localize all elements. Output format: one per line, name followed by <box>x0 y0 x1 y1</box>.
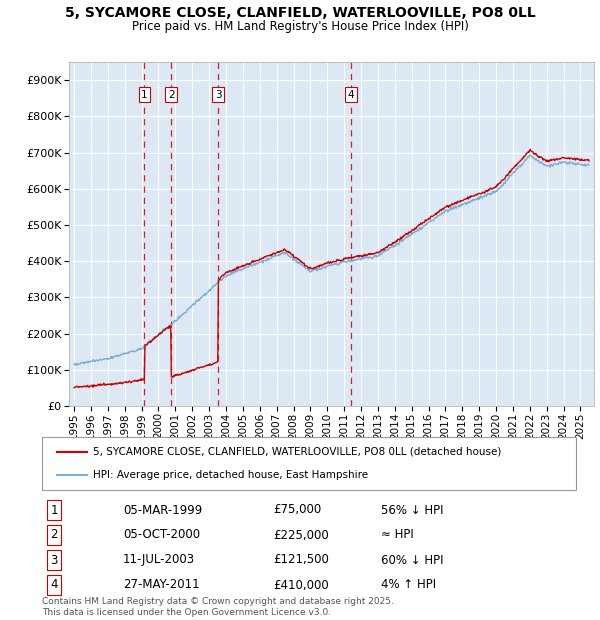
Text: £121,500: £121,500 <box>273 554 329 567</box>
Text: 1: 1 <box>50 503 58 516</box>
Text: 4: 4 <box>348 90 355 100</box>
Text: 27-MAY-2011: 27-MAY-2011 <box>123 578 200 591</box>
Text: 11-JUL-2003: 11-JUL-2003 <box>123 554 195 567</box>
Text: 2: 2 <box>168 90 175 100</box>
Text: Contains HM Land Registry data © Crown copyright and database right 2025.
This d: Contains HM Land Registry data © Crown c… <box>42 598 394 617</box>
Text: HPI: Average price, detached house, East Hampshire: HPI: Average price, detached house, East… <box>93 470 368 480</box>
Text: 05-OCT-2000: 05-OCT-2000 <box>123 528 200 541</box>
Text: 5, SYCAMORE CLOSE, CLANFIELD, WATERLOOVILLE, PO8 0LL: 5, SYCAMORE CLOSE, CLANFIELD, WATERLOOVI… <box>65 6 535 20</box>
Text: 56% ↓ HPI: 56% ↓ HPI <box>381 503 443 516</box>
Text: 60% ↓ HPI: 60% ↓ HPI <box>381 554 443 567</box>
Text: 4% ↑ HPI: 4% ↑ HPI <box>381 578 436 591</box>
Text: 2: 2 <box>50 528 58 541</box>
Text: 3: 3 <box>50 554 58 567</box>
Text: 3: 3 <box>215 90 221 100</box>
Text: 5, SYCAMORE CLOSE, CLANFIELD, WATERLOOVILLE, PO8 0LL (detached house): 5, SYCAMORE CLOSE, CLANFIELD, WATERLOOVI… <box>93 447 502 457</box>
Text: 05-MAR-1999: 05-MAR-1999 <box>123 503 202 516</box>
Text: 4: 4 <box>50 578 58 591</box>
Text: Price paid vs. HM Land Registry's House Price Index (HPI): Price paid vs. HM Land Registry's House … <box>131 20 469 33</box>
Text: £410,000: £410,000 <box>273 578 329 591</box>
Text: ≈ HPI: ≈ HPI <box>381 528 414 541</box>
Text: 1: 1 <box>141 90 148 100</box>
Text: £75,000: £75,000 <box>273 503 321 516</box>
Text: £225,000: £225,000 <box>273 528 329 541</box>
